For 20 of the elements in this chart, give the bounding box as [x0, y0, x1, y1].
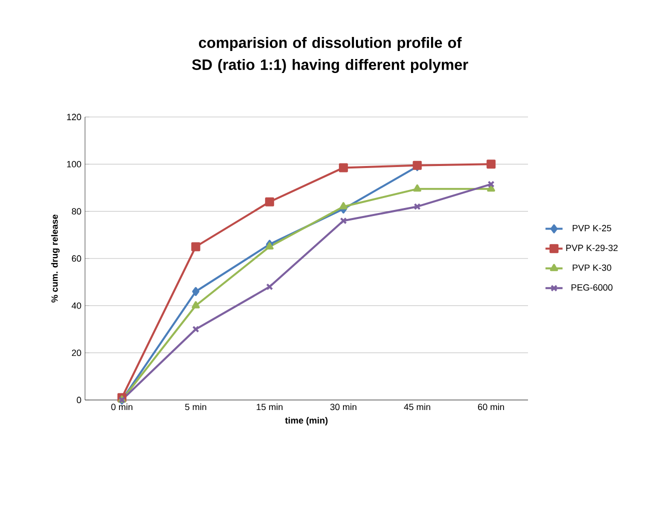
- y-tick-label: 120: [67, 114, 82, 120]
- chart-title: comparision of dissolution profile of SD (ratio 1:1) having different polymer: [192, 36, 468, 74]
- legend-label: PVP K-25: [572, 224, 612, 232]
- x-tick-label: 60 min: [478, 404, 504, 410]
- y-tick-label: 0: [76, 396, 82, 404]
- y-tick-label: 20: [72, 350, 82, 356]
- x-axis-title: time (min): [285, 416, 328, 426]
- legend-label: PVP K-29-32: [566, 244, 618, 252]
- x-tick-label: 45 min: [404, 404, 430, 410]
- legend-label: PEG-6000: [572, 284, 612, 291]
- y-tick-label: 80: [72, 208, 82, 215]
- x-tick-label: 15 min: [256, 404, 282, 410]
- x-tick-label: 30 min: [330, 404, 356, 410]
- y-tick-label: 40: [72, 302, 82, 309]
- y-tick-label: 100: [67, 160, 82, 168]
- y-axis-title: % cum. drug release: [51, 214, 60, 302]
- x-tick-label: 0 min: [111, 404, 132, 410]
- x-tick-label: 5 min: [185, 404, 206, 410]
- legend-label: PVP K-30: [572, 264, 612, 271]
- y-tick-label: 60: [72, 255, 82, 262]
